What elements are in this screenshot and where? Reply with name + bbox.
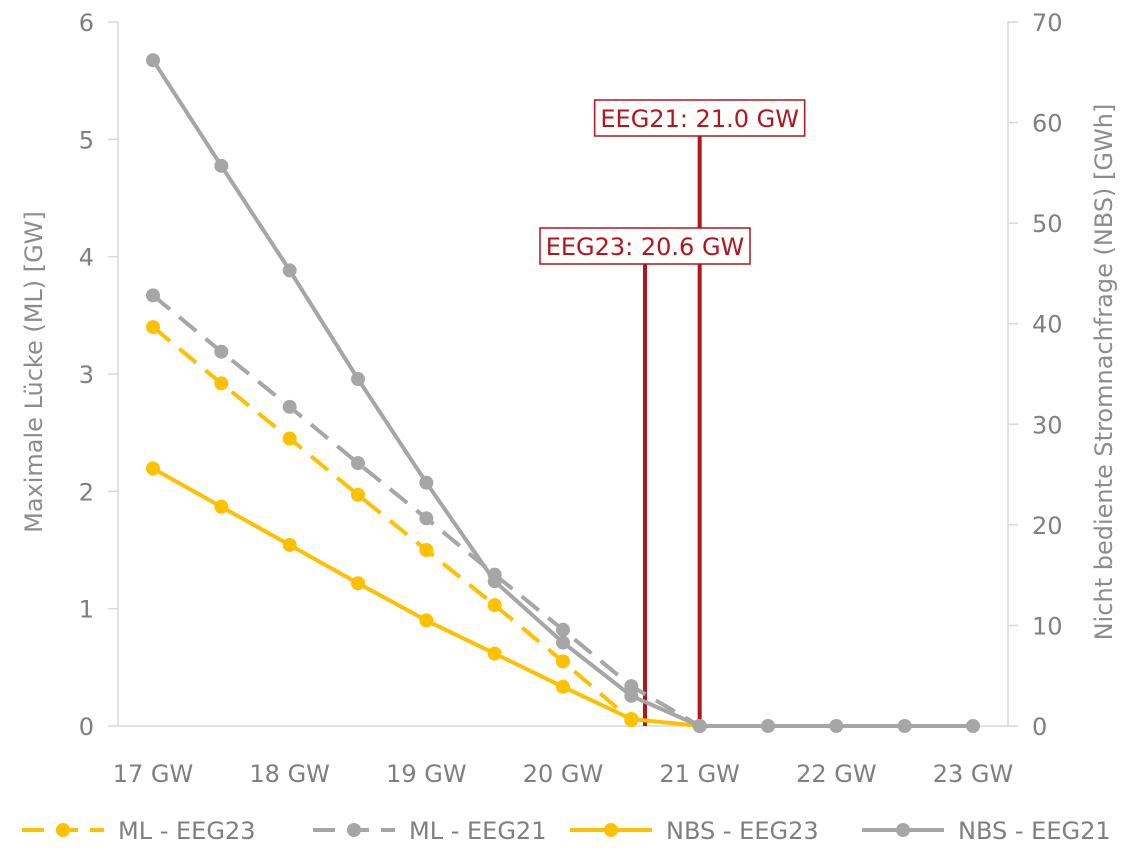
right-tick-label: 40: [1032, 311, 1063, 339]
x-tick-label: 18 GW: [249, 760, 330, 788]
x-tick-label: 22 GW: [796, 760, 877, 788]
left-tick-label: 6: [79, 9, 94, 37]
data-point: [966, 719, 980, 733]
legend: ML - EEG23 ML - EEG21 NBS - EEG23 NBS - EEG…: [22, 817, 1111, 845]
data-point: [146, 288, 160, 303]
right-axis-ticks: 0 10 20 30 40 50 60 70: [1008, 9, 1063, 741]
right-tick-label: 10: [1032, 612, 1063, 640]
data-point: [214, 499, 229, 514]
legend-swatch-marker: [896, 823, 910, 837]
x-tick-label: 20 GW: [523, 760, 604, 788]
annotation-box: [593, 99, 806, 137]
data-point: [214, 344, 229, 359]
left-tick-label: 0: [79, 713, 94, 741]
series-line: [151, 293, 701, 728]
right-tick-label: 60: [1032, 110, 1063, 138]
annotation-label: EEG23: 20.6 GW: [546, 233, 745, 261]
data-point: [624, 713, 639, 728]
data-point: [351, 456, 365, 471]
legend-swatch-marker: [56, 823, 70, 837]
x-tick-label: 23 GW: [933, 760, 1014, 788]
data-point: [487, 567, 502, 582]
data-point: [487, 598, 502, 613]
annotation-box: [539, 227, 751, 265]
x-tick-label: 21 GW: [659, 760, 740, 788]
data-point: [556, 635, 570, 650]
data-point: [419, 475, 434, 490]
data-point: [146, 53, 160, 68]
x-tick-label: 19 GW: [386, 760, 467, 788]
data-point: [487, 646, 502, 661]
data-point: [351, 372, 365, 387]
data-point: [556, 654, 570, 669]
right-tick-label: 70: [1032, 9, 1063, 37]
left-tick-label: 3: [79, 361, 94, 389]
left-axis-ticks: 0 1 2 3 4 5 6: [79, 9, 118, 741]
data-point: [556, 622, 570, 637]
data-point: [282, 431, 297, 446]
x-tick-label: 17 GW: [113, 760, 194, 788]
legend-label: ML - EEG23: [118, 817, 255, 845]
x-axis-ticks: 17 GW 18 GW 19 GW 20 GW 21 GW 22 GW 23 GW: [113, 760, 1014, 788]
left-tick-label: 5: [79, 126, 94, 154]
left-tick-label: 2: [79, 478, 94, 506]
data-point: [419, 543, 434, 557]
data-point: [351, 576, 365, 591]
data-point: [282, 263, 297, 278]
series-line: [151, 325, 633, 722]
data-point: [829, 719, 844, 733]
data-point: [897, 719, 912, 733]
right-axis-title: Nicht bediente Stromnachfrage (NBS) [GWh…: [1090, 104, 1118, 641]
axes: [117, 22, 1009, 727]
data-point: [214, 158, 229, 173]
legend-label: ML - EEG21: [409, 817, 546, 845]
legend-swatch-marker: [347, 823, 361, 837]
annotations: [643, 136, 702, 726]
data-point: [761, 719, 775, 733]
data-point: [146, 461, 160, 476]
left-tick-label: 4: [79, 244, 94, 272]
legend-label: NBS - EEG23: [666, 817, 819, 845]
legend-label: NBS - EEG21: [958, 817, 1111, 845]
data-point: [692, 719, 707, 733]
annotation-labels: EEG23: 20.6 GW EEG21: 21.0 GW: [539, 99, 806, 265]
right-tick-label: 30: [1032, 411, 1063, 439]
data-point: [214, 376, 229, 391]
left-tick-label: 1: [79, 596, 94, 624]
data-point: [351, 487, 365, 502]
legend-swatch-marker: [604, 823, 618, 837]
right-tick-label: 50: [1032, 210, 1063, 238]
data-point: [624, 688, 639, 703]
data-point: [146, 320, 160, 335]
data-point: [282, 537, 297, 552]
right-tick-label: 20: [1032, 512, 1063, 540]
data-point: [282, 399, 297, 414]
right-tick-label: 0: [1032, 713, 1047, 741]
data-point: [624, 679, 639, 694]
data-point: [419, 613, 434, 628]
data-point: [556, 679, 570, 694]
data-point: [419, 511, 434, 526]
annotation-label: EEG21: 21.0 GW: [600, 105, 799, 133]
left-axis-title: Maximale Lücke (ML) [GW]: [20, 211, 48, 533]
series-layer: [146, 53, 980, 733]
